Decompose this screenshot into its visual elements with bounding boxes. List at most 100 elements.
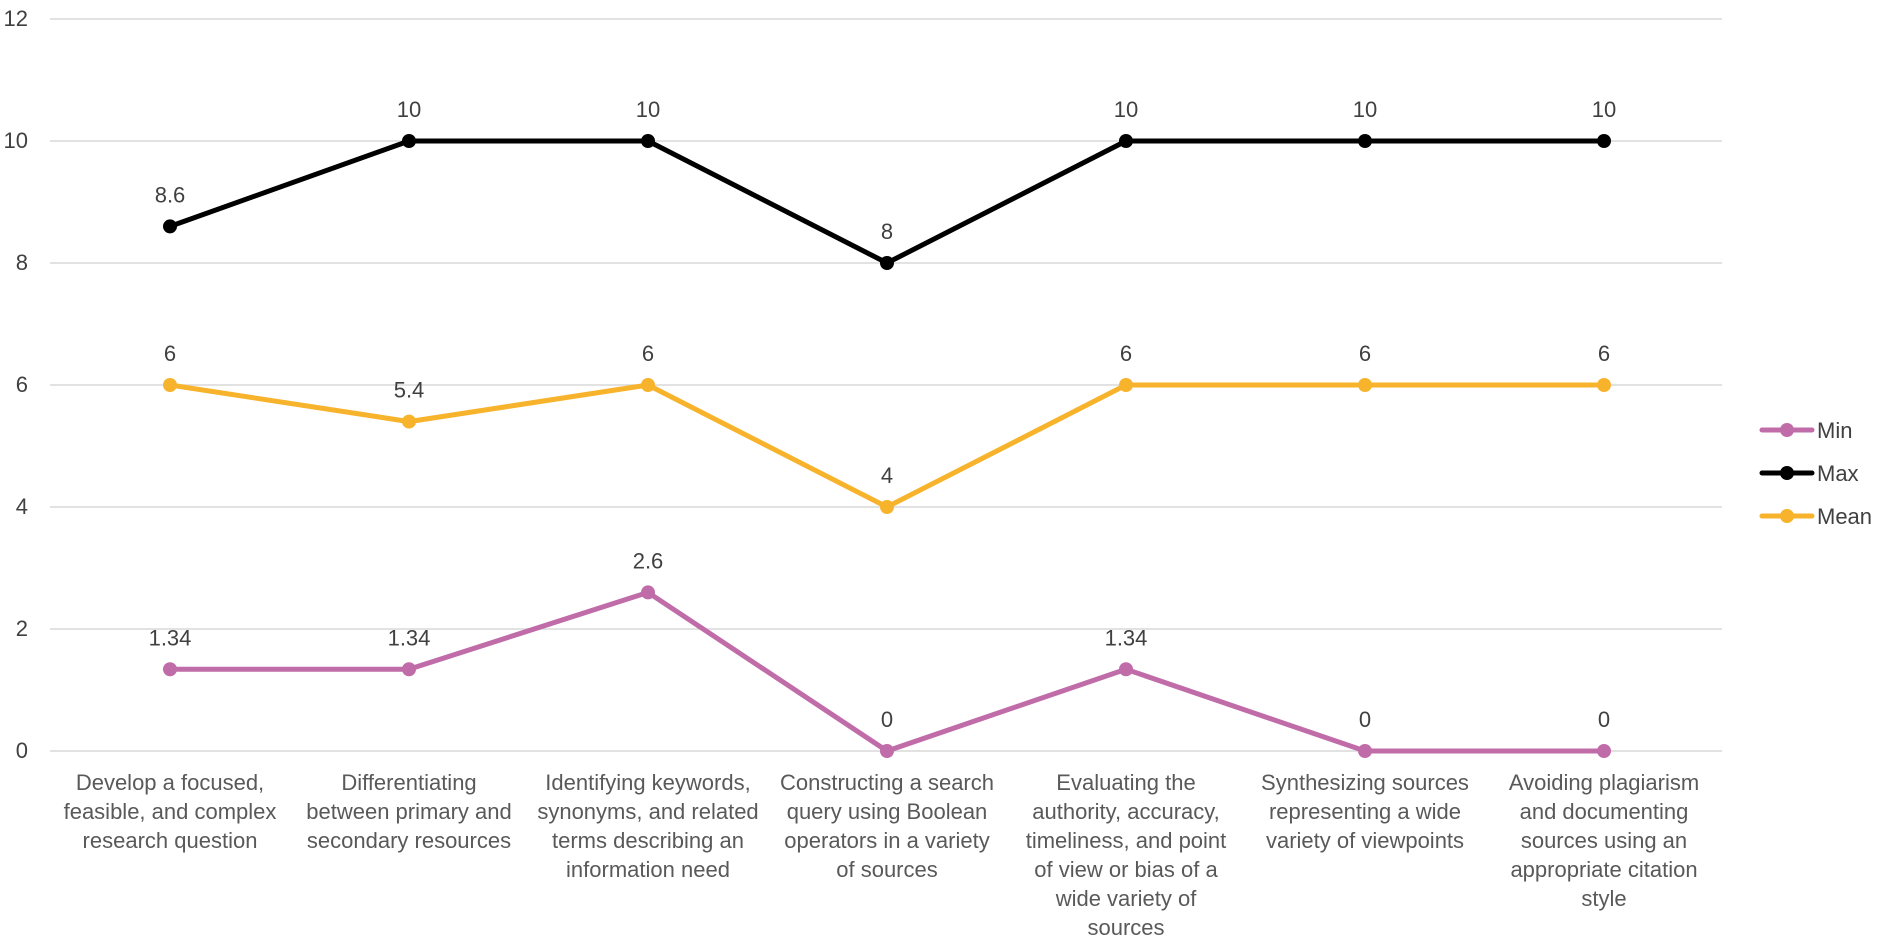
data-label-max: 10 [1592,97,1616,122]
y-tick-label: 10 [4,128,28,153]
legend-label: Min [1817,418,1852,443]
data-label-mean: 6 [642,341,654,366]
data-point-max [880,256,894,270]
data-label-mean: 6 [164,341,176,366]
x-category-line: Differentiating [341,770,476,795]
x-category-label: Constructing a search query using Boolean… [780,770,994,882]
data-label-max: 10 [1353,97,1377,122]
x-category-line: style [1581,886,1626,911]
data-point-min [402,662,416,677]
data-label-mean: 4 [881,463,893,488]
data-point-mean [402,414,416,429]
x-category-line: variety of viewpoints [1266,828,1464,853]
x-category-line: of view or bias of a [1034,857,1218,882]
data-point-max [1119,134,1133,148]
data-label-mean: 6 [1359,341,1371,366]
data-label-mean: 6 [1120,341,1132,366]
legend-label: Max [1817,461,1859,486]
legend-swatch-marker [1780,466,1794,480]
data-point-min [1597,744,1611,758]
legend-item-mean: Mean [1759,504,1872,529]
legend-item-max: Max [1759,461,1859,486]
data-label-mean: 6 [1598,341,1610,366]
data-point-max [402,134,416,148]
x-category-line: Identifying keywords, [545,770,750,795]
legend-swatch-marker [1780,509,1794,523]
y-tick-label: 2 [16,616,28,641]
x-category-line: information need [566,857,730,882]
data-point-max [1597,134,1611,148]
data-point-mean [1358,378,1372,392]
data-label-min: 0 [1598,707,1610,732]
data-point-min [1119,662,1133,677]
data-label-min: 1.34 [149,625,192,650]
data-label-mean: 5.4 [394,378,425,403]
x-category-line: Develop a focused, [76,770,264,795]
x-category-line: wide variety of [1055,886,1198,911]
data-point-max [1358,134,1372,148]
series-line-max [167,138,1607,266]
x-category-line: Avoiding plagiarism [1509,770,1699,795]
y-tick-label: 4 [16,494,28,519]
y-tick-label: 8 [16,250,28,275]
legend-swatch-marker [1780,423,1794,437]
data-point-min [880,744,894,758]
data-point-mean [641,378,655,392]
x-category-line: query using Boolean [787,799,988,824]
x-category-line: synonyms, and related [537,799,758,824]
x-category-label: Avoiding plagiarism and documenting source… [1509,770,1699,911]
x-category-line: Synthesizing sources [1261,770,1469,795]
legend-label: Mean [1817,504,1872,529]
x-category-line: authority, accuracy, [1032,799,1219,824]
series-lines [163,134,1611,758]
x-category-line: sources [1087,915,1164,938]
data-label-max: 8 [881,219,893,244]
data-labels: 1.34 1.34 2.6 0 1.34 0 0 8.6 10 10 8 10 10 10 6 5.4 6 4 6 6… [149,97,1617,732]
data-point-max [163,219,177,234]
x-category-line: appropriate citation [1510,857,1697,882]
x-category-line: and documenting [1520,799,1689,824]
data-point-mean [1597,378,1611,392]
data-label-min: 2.6 [633,548,664,573]
data-point-mean [163,378,177,392]
x-category-line: of sources [836,857,938,882]
x-category-label: Evaluating the authority, accuracy, timeli… [1026,770,1227,938]
x-axis-categories: Develop a focused, feasible, and complex r… [64,770,1700,940]
x-category-label: Identifying keywords, synonyms, and relat… [537,770,758,882]
y-tick-label: 6 [16,372,28,397]
x-category-line: terms describing an [552,828,744,853]
data-label-min: 0 [1359,707,1371,732]
data-point-mean [880,500,894,514]
x-category-line: timeliness, and point [1026,828,1227,853]
data-label-max: 10 [397,97,421,122]
data-label-min: 0 [881,707,893,732]
data-point-min [641,585,655,600]
x-category-line: Constructing a search [780,770,994,795]
x-category-line: Evaluating the [1056,770,1195,795]
y-tick-label: 0 [16,738,28,763]
data-point-max [641,134,655,148]
x-category-line: operators in a variety [784,828,989,853]
series-line-mean [167,382,1607,510]
data-label-max: 10 [1114,97,1138,122]
data-label-min: 1.34 [1105,625,1148,650]
x-category-line: between primary and [306,799,511,824]
x-category-label: Differentiating between primary and second… [306,770,511,853]
data-label-min: 1.34 [388,625,431,650]
x-category-label: Develop a focused, feasible, and complex r… [64,770,277,853]
x-category-line: sources using an [1521,828,1687,853]
y-tick-label: 12 [4,6,28,31]
data-label-max: 8.6 [155,182,186,207]
x-category-line: research question [83,828,258,853]
x-category-line: feasible, and complex [64,799,277,824]
x-category-line: representing a wide [1269,799,1461,824]
data-point-mean [1119,378,1133,392]
legend: Min Max Mean [1759,418,1872,529]
y-axis-ticks: 0 2 4 6 8 10 12 [4,6,28,763]
data-label-max: 10 [636,97,660,122]
x-category-label: Synthesizing sources representing a wide v… [1261,770,1469,853]
data-point-min [1358,744,1372,758]
data-point-min [163,662,177,677]
